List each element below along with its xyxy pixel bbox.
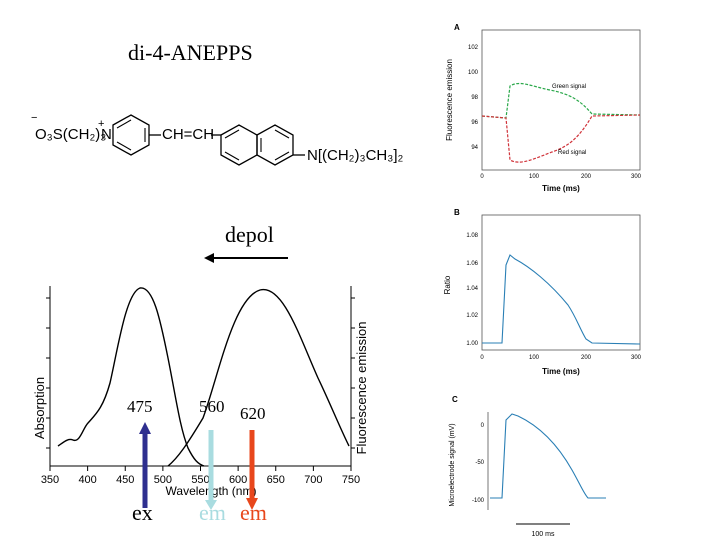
svg-text:0: 0 (480, 174, 484, 180)
em-label-560: em (199, 500, 226, 525)
panel-b-ylabel: Ratio (443, 275, 452, 294)
svg-text:300: 300 (631, 355, 642, 361)
spectrum-x-tick-label: 500 (154, 474, 172, 486)
svg-text:96: 96 (471, 120, 478, 126)
panel-b-plot: B Ratio 1.08 1.06 1.04 1.02 1.00 0 100 2… (443, 208, 642, 376)
svg-text:100: 100 (529, 174, 540, 180)
svg-text:1.08: 1.08 (466, 233, 478, 239)
panel-c-plot: C Microelectrode signal (mV) 0 -50 -100 … (449, 395, 606, 538)
svg-text:200: 200 (581, 355, 592, 361)
panel-b-xlabel: Time (ms) (542, 367, 580, 376)
svg-text:98: 98 (471, 95, 478, 101)
depol-arrow (204, 253, 288, 263)
spectrum-x-tick-label: 650 (267, 474, 285, 486)
panel-a-plot: A Fluorescence emission 102 100 98 96 94… (445, 23, 642, 193)
spectrum-x-tick-label: 350 (41, 474, 59, 486)
panel-a-letter: A (454, 23, 460, 32)
emission-wavelength-560: 560 (199, 397, 225, 416)
svg-text:1.00: 1.00 (466, 341, 478, 347)
pyridine-ring (112, 114, 150, 156)
charge-plus: + (98, 118, 104, 130)
panel-c-membrane-trace (490, 413, 606, 499)
naphthalene-ring-1 (220, 124, 258, 166)
emission-curve (167, 289, 350, 467)
vinyl-linker: CH=CH (162, 126, 214, 143)
absorption-axis-label: Absorption (32, 377, 47, 439)
spectrum-x-tick-label: 550 (191, 474, 209, 486)
sulfonate-group: O₃S(CH₂)₃ (35, 126, 106, 143)
svg-text:100: 100 (468, 70, 479, 76)
panel-b-frame (481, 214, 641, 351)
svg-text:0: 0 (480, 355, 484, 361)
panel-a-green-trace (481, 82, 641, 119)
svg-text:0: 0 (481, 423, 485, 429)
svg-text:200: 200 (581, 174, 592, 180)
emission-wavelength-620: 620 (240, 404, 266, 423)
svg-text:102: 102 (468, 45, 479, 51)
dye-title: di-4-ANEPPS (128, 40, 253, 65)
svg-text:300: 300 (631, 174, 642, 180)
panel-a-ylabel: Fluorescence emission (445, 59, 454, 141)
naphthalene-ring-2 (256, 124, 294, 166)
wavelength-arrows (139, 422, 258, 510)
chemical-structure: − O₃S(CH₂)₃ + N CH=CH N[(CH₂)₃CH₃]₂ (31, 112, 404, 166)
charge-minus: − (31, 112, 37, 124)
panel-a-red-label: Red signal (558, 150, 586, 156)
em-label-620: em (240, 500, 267, 525)
spectrum-x-tick-label: 700 (304, 474, 322, 486)
dibutylamino-group: N[(CH₂)₃CH₃]₂ (307, 147, 404, 164)
spectrum-x-tick-label: 450 (116, 474, 134, 486)
ex-label: ex (132, 500, 153, 525)
svg-text:94: 94 (471, 145, 478, 151)
depol-label: depol (225, 222, 274, 247)
spectrum-x-tick-label: 600 (229, 474, 247, 486)
svg-text:100: 100 (529, 355, 540, 361)
panel-a-green-label: Green signal (552, 84, 586, 90)
panel-a-xlabel: Time (ms) (542, 184, 580, 193)
panel-c-scale-label: 100 ms (532, 531, 555, 538)
panel-a-frame (481, 29, 641, 171)
panel-b-letter: B (454, 208, 460, 217)
panel-c-ylabel: Microelectrode signal (mV) (449, 423, 456, 506)
panel-a-red-trace (481, 114, 641, 163)
excitation-wavelength: 475 (127, 397, 153, 416)
svg-text:1.02: 1.02 (466, 313, 478, 319)
panel-c-letter: C (452, 395, 458, 404)
emission-axis-label: Fluorescence emission (354, 322, 369, 455)
svg-text:1.06: 1.06 (466, 261, 478, 267)
svg-text:-50: -50 (475, 460, 484, 466)
excitation-arrowhead (139, 422, 151, 434)
spectrum-x-tick-label: 750 (342, 474, 360, 486)
panel-b-ratio-trace (482, 254, 641, 345)
svg-text:-100: -100 (472, 498, 485, 504)
svg-text:1.04: 1.04 (466, 286, 478, 292)
pyridinium-n: N (101, 126, 112, 143)
spectrum-x-tick-label: 400 (78, 474, 96, 486)
spectrum-plot: Absorption Fluorescence emission 350 400 4… (32, 286, 369, 498)
absorption-curve (57, 287, 205, 467)
